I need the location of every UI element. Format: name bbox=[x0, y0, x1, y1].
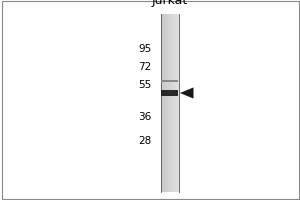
Text: 28: 28 bbox=[138, 136, 152, 146]
Text: 95: 95 bbox=[138, 44, 152, 54]
Bar bbox=[160, 90, 178, 96]
Polygon shape bbox=[180, 87, 194, 99]
Text: 72: 72 bbox=[138, 62, 152, 72]
Text: Jurkat: Jurkat bbox=[152, 0, 188, 7]
Bar bbox=[160, 80, 178, 82]
Text: 36: 36 bbox=[138, 112, 152, 122]
Text: 55: 55 bbox=[138, 80, 152, 90]
